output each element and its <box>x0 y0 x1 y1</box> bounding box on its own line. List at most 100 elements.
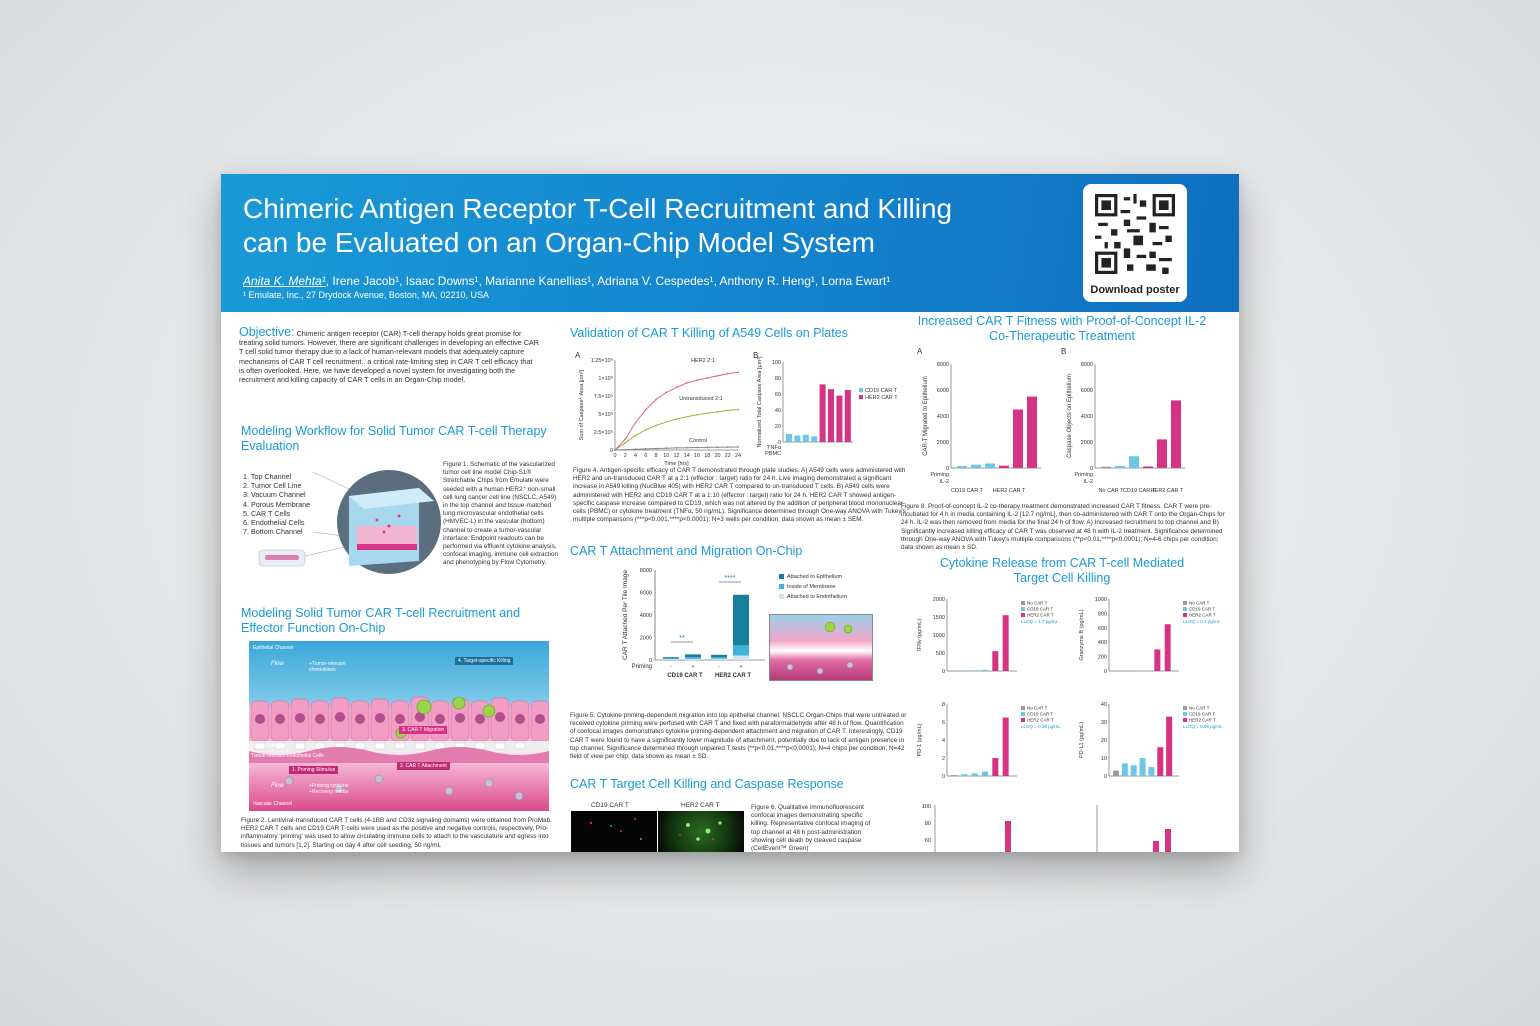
bar <box>1121 763 1128 776</box>
bar <box>1027 396 1037 468</box>
y-tick-label: 40 <box>1101 702 1107 708</box>
sig-label: **** <box>725 575 736 582</box>
bar <box>1002 615 1009 671</box>
series-label: HER2 2:1 <box>691 358 715 364</box>
data-point <box>706 377 709 379</box>
legend-label: CD19 CAR T <box>1027 712 1053 717</box>
y-tick-label: 6000 <box>640 591 652 597</box>
fig8a-bar-chart: A 0 2000 4000 6000 8000 CAR-T Migrated to Epi… <box>917 347 1041 494</box>
bar <box>951 775 957 776</box>
tick-80: 80 <box>925 821 931 827</box>
qr-code-download[interactable]: Download poster <box>1083 184 1187 302</box>
y-tick-label: 200 <box>1098 655 1107 661</box>
legend-swatch <box>1183 712 1187 716</box>
legend-label: HER2 CAR T <box>865 395 898 401</box>
bar <box>982 771 988 776</box>
y-tick-label: 20 <box>1101 738 1107 744</box>
bar <box>992 651 999 671</box>
fig6-caption: Figure 6. Qualitative immunofluorescent … <box>751 804 871 852</box>
bar <box>1171 400 1181 468</box>
y-tick-label: 0 <box>942 669 945 675</box>
data-point <box>706 446 709 449</box>
x-tick-label: 12 <box>673 453 679 459</box>
legend-swatch <box>779 584 784 589</box>
ifng-bar-chart: 0 500 1000 1500 2000 IFNγ (pg/mL) No CAR TCD19… <box>917 597 1059 675</box>
group-label: HER2 CAR T <box>993 488 1026 494</box>
y-tick-label: 20 <box>775 424 781 430</box>
priming-value: + <box>691 664 694 670</box>
y-tick-label: 4 <box>942 738 945 744</box>
y-axis-label: Normalized Total Caspase Area [µm²] <box>757 356 763 448</box>
legend-label: CD19 CAR T <box>1189 712 1215 717</box>
legend-label: Attached to Epithelium <box>787 574 842 580</box>
stacked-bar-segment <box>733 645 749 656</box>
legend-label: HER2 CAR T <box>1189 613 1216 618</box>
bar <box>828 389 834 442</box>
x-tick-label: 6 <box>644 453 647 459</box>
fig2-caption: Figure 2. Lentiviral-transduced CAR T ce… <box>241 817 552 849</box>
download-poster-label[interactable]: Download poster <box>1090 284 1180 296</box>
row-label: IL-2 <box>1084 479 1093 485</box>
stacked-bar-segment <box>663 658 679 660</box>
stacked-bar-segment <box>663 659 679 660</box>
lloq-label: LLOQ = 0.06 pg/mL <box>1021 724 1061 729</box>
stacked-bar-segment <box>685 658 701 660</box>
poster: Chimeric Antigen Receptor T-Cell Recruit… <box>221 174 1239 852</box>
cytokine-section: Cytokine Release from CAR T-cell Mediate… <box>939 556 1185 585</box>
y-tick-label: 0 <box>778 440 781 446</box>
legend-label: HER2 CAR T <box>1027 718 1054 723</box>
bar <box>819 384 826 442</box>
killing-heading: CAR T Target Cell Killing and Caspase Re… <box>570 777 844 791</box>
y-tick-label: 6000 <box>937 388 949 394</box>
lloq-label: LLOQ = 0.1 pg/mL <box>1183 619 1221 624</box>
legend-label: No CAR T <box>1027 706 1048 711</box>
y-tick-label: 0 <box>1104 774 1107 780</box>
granzyme-bar-chart: 0 200 400 600 800 1000 Granzyme B (pg/mL) No CA… <box>1079 597 1221 675</box>
y-axis-label: Sum of Caspase⁺ Area [µm²] <box>578 369 585 440</box>
bar <box>971 773 978 776</box>
y-tick-label: 2000 <box>1081 440 1093 446</box>
x-tick-label: 24 <box>735 453 741 459</box>
confocal-image-cd19 <box>571 811 657 852</box>
y-tick-label: 1000 <box>933 633 945 639</box>
bar <box>794 435 801 442</box>
y-tick-label: 2000 <box>933 597 945 603</box>
data-point <box>726 409 729 412</box>
x-tick-label: 20 <box>714 453 720 459</box>
y-tick-label: 8000 <box>1081 362 1093 368</box>
data-point <box>716 374 719 377</box>
data-point <box>696 446 698 449</box>
fig1-caption: Figure 1. Schematic of the vascularized … <box>443 461 559 567</box>
y-tick-label: 1000 <box>1095 597 1107 603</box>
bar-partial <box>1005 821 1011 852</box>
x-tick-label: 0 <box>613 453 616 459</box>
confocal-spots-cd19 <box>589 818 642 840</box>
bar <box>836 395 843 442</box>
attachment-heading: CAR T Attachment and Migration On-Chip <box>570 544 803 558</box>
data-point <box>644 428 647 431</box>
legend-label: No CAR T <box>1189 601 1210 606</box>
y-tick-label: 600 <box>1098 626 1107 632</box>
fitness-section: Increased CAR T Fitness with Proof-of-Co… <box>917 314 1207 343</box>
y-axis-label: IFNγ (pg/mL) <box>917 619 923 651</box>
data-point <box>737 371 739 374</box>
legend-label: Inside of Membrane <box>787 584 836 590</box>
panel-label-b: B <box>753 351 758 360</box>
data-point <box>624 438 627 441</box>
attachment-section: CAR T Attachment and Migration On-Chip <box>570 544 890 559</box>
legend-swatch <box>779 594 784 599</box>
data-point <box>685 415 688 418</box>
group-label: No CAR T <box>1099 488 1125 494</box>
y-tick-label: 8000 <box>937 362 949 368</box>
y-tick-label: 0 <box>649 658 652 664</box>
y-tick-label: 0 <box>942 774 945 780</box>
bar <box>1148 767 1155 776</box>
legend-swatch <box>859 395 863 399</box>
img-label-cd19: CD19 CAR T <box>591 802 629 809</box>
data-point <box>706 412 709 415</box>
lloq-label: LLOQ = 0.05 pg/mL <box>1183 724 1223 729</box>
workflow-heading: Modeling Workflow for Solid Tumor CAR T-… <box>241 424 547 453</box>
group-label: HER2 CAR T <box>715 673 751 679</box>
stacked-bar-segment <box>733 655 749 660</box>
